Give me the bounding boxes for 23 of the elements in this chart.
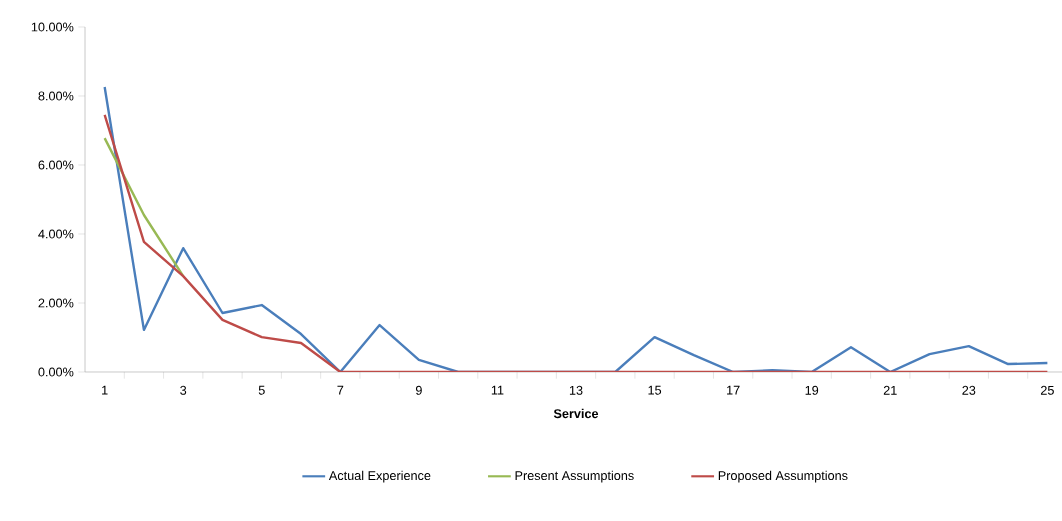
x-tick-label: 3 xyxy=(180,385,187,395)
x-axis-title: Service xyxy=(553,408,599,419)
x-tick-label: 23 xyxy=(962,385,976,395)
x-tick-label: 25 xyxy=(1040,385,1054,395)
legend-label: Present Assumptions xyxy=(515,470,634,483)
x-tick-label: 7 xyxy=(337,385,344,395)
x-tick-label: 5 xyxy=(258,385,265,395)
x-tick-label: 1 xyxy=(102,385,108,395)
x-tick-label: 9 xyxy=(415,385,422,395)
x-tick-label: 13 xyxy=(569,385,583,395)
y-tick-label: 6.00% xyxy=(38,160,74,170)
x-tick-label: 11 xyxy=(491,385,504,395)
y-tick-label: 10.00% xyxy=(31,22,74,32)
x-tick-label: 15 xyxy=(648,385,662,395)
legend-label: Actual Experience xyxy=(328,470,431,483)
y-tick-label: 0.00% xyxy=(38,367,74,377)
x-tick-label: 19 xyxy=(805,385,819,395)
y-tick-label: 4.00% xyxy=(38,229,74,239)
y-tick-label: 8.00% xyxy=(38,91,74,101)
x-tick-label: 17 xyxy=(727,385,740,395)
y-tick-label: 2.00% xyxy=(38,298,74,308)
legend-label: Proposed Assumptions xyxy=(718,470,848,483)
x-tick-label: 21 xyxy=(883,385,897,395)
